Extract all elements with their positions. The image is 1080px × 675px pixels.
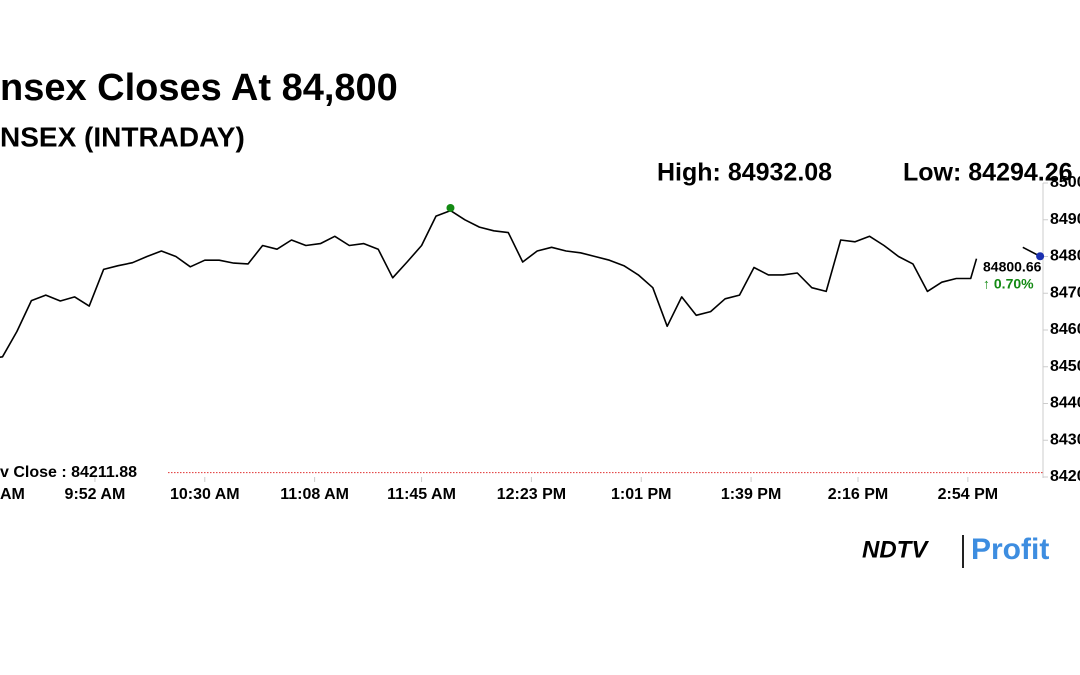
low-label: Low: 84294.26 — [903, 159, 1073, 187]
x-tick-label: 2:54 PM — [938, 486, 998, 503]
x-tick-label: 11:08 AM — [280, 486, 349, 503]
high-label: High: 84932.08 — [657, 159, 832, 187]
y-tick-label: 84300 — [1050, 431, 1080, 448]
last-value-label: 84800.66 — [983, 259, 1042, 275]
x-tick-label: 9:52 AM — [65, 486, 126, 503]
y-tick-label: 84400 — [1050, 395, 1080, 412]
last-marker — [1036, 252, 1045, 261]
chart-subtitle: NSEX (INTRADAY) — [0, 121, 245, 152]
y-tick-label: 84700 — [1050, 284, 1080, 301]
x-tick-label: AM — [0, 486, 25, 503]
chart-title: nsex Closes At 84,800 — [0, 67, 398, 109]
high-marker — [446, 203, 455, 212]
y-tick-label: 84800 — [1050, 248, 1080, 265]
change-label: ↑ 0.70% — [983, 276, 1034, 292]
y-tick-label: 84900 — [1050, 211, 1080, 228]
x-tick-label: 1:39 PM — [721, 486, 781, 503]
prev-close-label: v Close : 84211.88 — [0, 464, 137, 481]
x-tick-label: 12:23 PM — [497, 486, 566, 503]
y-tick-label: 84200 — [1050, 468, 1080, 485]
y-tick-label: 84500 — [1050, 358, 1080, 375]
price-line — [0, 209, 1041, 359]
y-tick-label: 84600 — [1050, 321, 1080, 338]
x-tick-label: 2:16 PM — [828, 486, 888, 503]
logo-product: Profit — [971, 533, 1049, 566]
logo-brand: NDTV — [862, 536, 929, 563]
x-tick-label: 10:30 AM — [170, 486, 240, 503]
x-tick-label: 11:45 AM — [387, 486, 456, 503]
y-tick-label: 85000 — [1050, 174, 1080, 191]
x-tick-label: 1:01 PM — [611, 486, 671, 503]
